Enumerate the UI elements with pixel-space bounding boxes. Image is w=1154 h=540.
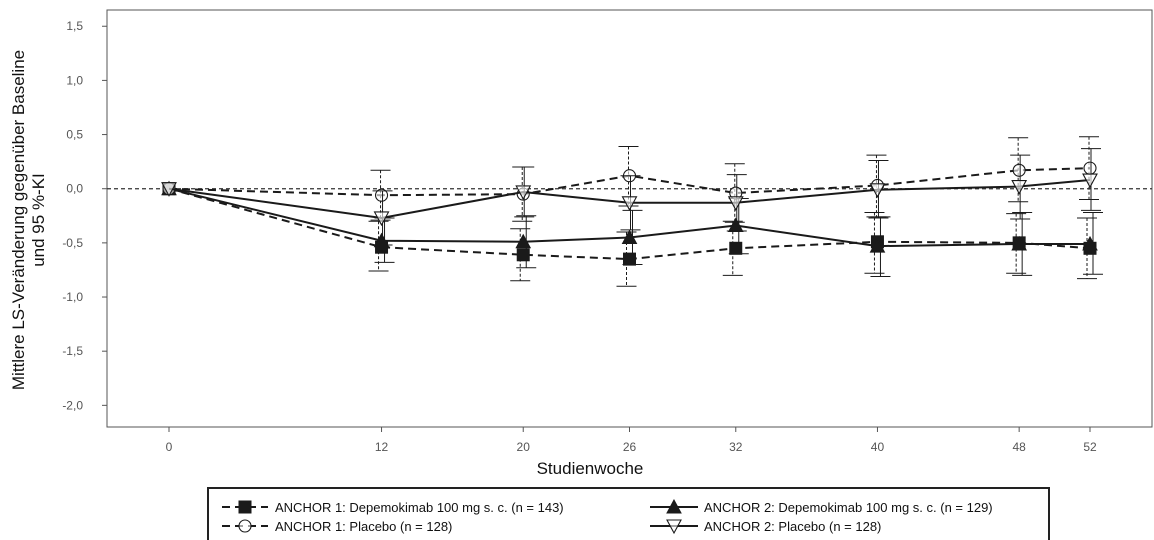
data-point xyxy=(1082,235,1098,251)
x-tick-label: 12 xyxy=(375,440,389,454)
data-point xyxy=(1011,235,1027,251)
legend-label-anchor2-placebo: ANCHOR 2: Placebo (n = 128) xyxy=(704,519,881,534)
y-tick-label: -1,0 xyxy=(62,290,83,304)
y-tick-label: 1,0 xyxy=(66,73,83,87)
data-point xyxy=(374,188,389,202)
data-point xyxy=(621,196,638,211)
data-point xyxy=(516,248,530,262)
data-point xyxy=(727,196,744,211)
x-tick-label: 0 xyxy=(166,440,173,454)
y-tick-label: -2,0 xyxy=(62,398,83,412)
data-point xyxy=(161,182,177,197)
data-point xyxy=(373,211,390,227)
legend-label-anchor1-placebo: ANCHOR 1: Placebo (n = 128) xyxy=(275,519,452,534)
legend-box xyxy=(207,487,1050,540)
x-tick-label: 48 xyxy=(1012,440,1026,454)
data-point xyxy=(515,185,532,201)
y-axis-title-line-2: und 95 %-KI xyxy=(29,173,48,267)
x-tick-label: 26 xyxy=(623,440,637,454)
x-axis-title: Studienwoche xyxy=(537,459,644,478)
y-axis-ticks: 1,5 1,0 0,5 0,0 -0,5 -1,0 -1,5 -2,0 xyxy=(62,19,107,412)
data-point xyxy=(727,217,744,233)
x-tick-label: 32 xyxy=(729,440,743,454)
y-axis-title-line-1: Mittlere LS-Veränderung gegenüber Baseli… xyxy=(9,50,28,390)
data-point xyxy=(373,232,390,248)
series-line xyxy=(168,179,1091,219)
data-point xyxy=(1011,179,1028,195)
x-tick-label: 52 xyxy=(1083,440,1097,454)
legend-marker-sample xyxy=(666,498,682,514)
y-tick-label: -0,5 xyxy=(62,236,83,250)
plot-frame xyxy=(106,9,1153,428)
series-group xyxy=(161,180,1103,277)
x-tick-label: 40 xyxy=(871,440,885,454)
data-point xyxy=(869,238,886,253)
data-point xyxy=(621,229,638,244)
data-point xyxy=(515,233,532,249)
series-line xyxy=(168,187,1090,248)
legend-marker-sample xyxy=(666,519,682,535)
legend-label-anchor2-depemokimab: ANCHOR 2: Depemokimab 100 mg s. c. (n = … xyxy=(704,500,993,515)
data-point xyxy=(869,183,886,198)
x-tick-label: 20 xyxy=(517,440,531,454)
y-tick-label: 0,0 xyxy=(66,182,83,196)
series-line xyxy=(168,187,1091,261)
legend-marker-sample xyxy=(238,519,252,533)
x-axis-ticks: 0 12 20 26 32 40 48 52 xyxy=(166,427,1097,454)
legend-marker-sample xyxy=(238,500,252,514)
data-point xyxy=(1012,163,1026,177)
series-line xyxy=(168,167,1091,197)
data-point xyxy=(729,241,743,255)
series-layer xyxy=(161,136,1103,287)
y-tick-label: 1,5 xyxy=(66,19,83,33)
data-point xyxy=(1083,161,1097,175)
data-point xyxy=(1082,173,1098,189)
y-tick-label: 0,5 xyxy=(66,128,83,142)
series-group xyxy=(161,148,1101,246)
data-point xyxy=(623,252,636,266)
plot-area-border xyxy=(106,9,1153,428)
legend: ANCHOR 1: Depemokimab 100 mg s. c. (n = … xyxy=(207,487,1050,540)
legend-samples xyxy=(222,498,698,535)
legend-label-anchor1-depemokimab: ANCHOR 1: Depemokimab 100 mg s. c. (n = … xyxy=(275,500,564,515)
y-tick-label: -1,5 xyxy=(62,344,83,358)
